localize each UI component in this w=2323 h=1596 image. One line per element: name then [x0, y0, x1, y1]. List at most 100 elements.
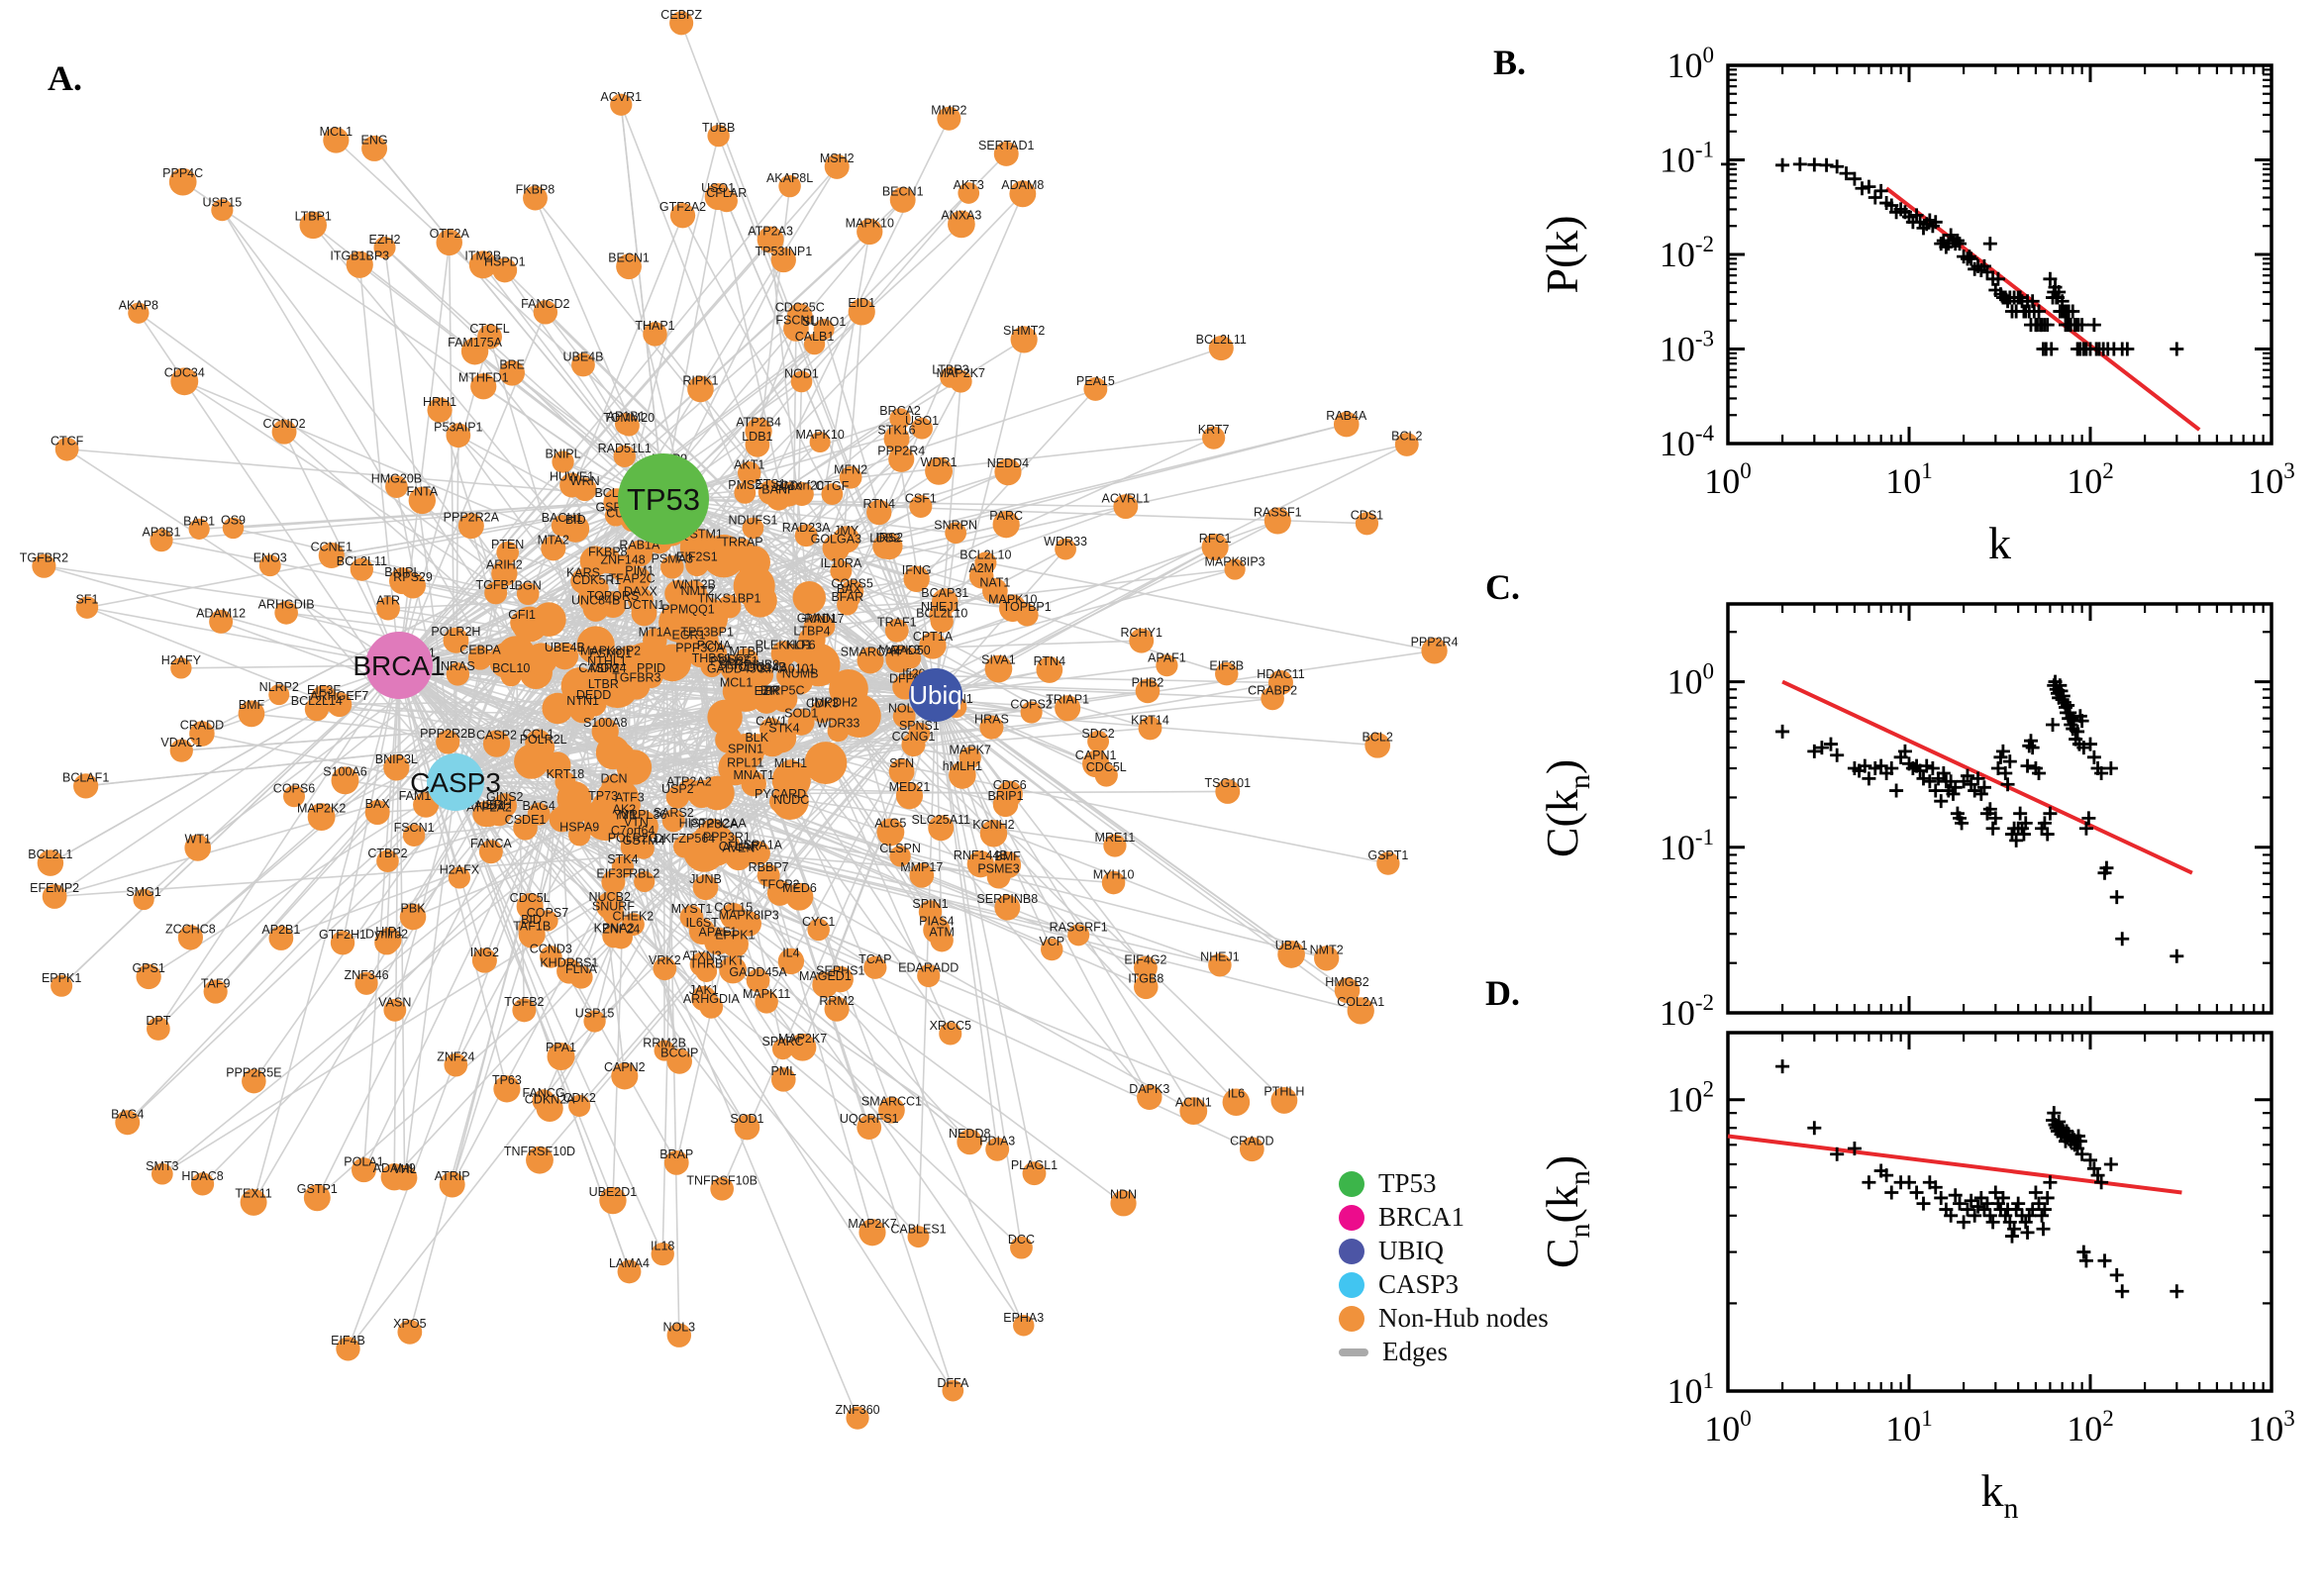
gene-label: CDK3 — [806, 696, 839, 710]
gene-label: CRADD — [180, 719, 224, 733]
tp53-hub-swatch-icon — [1339, 1170, 1364, 1197]
gene-label: MAPK11 — [743, 987, 790, 1001]
gene-label: NMT2 — [681, 584, 715, 598]
gene-label: TP53INP1 — [756, 245, 813, 258]
gene-label: LAMA4 — [609, 1256, 650, 1270]
axis-label: Cn​(kn​) — [1537, 1155, 1596, 1268]
gene-label: BCAP31 — [921, 586, 968, 600]
gene-label: NOL3 — [662, 1320, 695, 1334]
gene-label: MDM4 — [590, 661, 627, 675]
gene-label: XPO5 — [393, 1317, 426, 1331]
gene-label: SIVA1 — [981, 653, 1016, 667]
gene-label: HSPD1 — [484, 255, 526, 269]
gene-label: COPS6 — [273, 781, 315, 795]
gene-label: CCND2 — [263, 417, 306, 431]
plot-B: 100 101 102 103 100 10-1 10-2 10-3 10-4 k P(k) — [1537, 43, 2295, 568]
gene-label: MTBP — [730, 645, 764, 658]
gene-label: IMPDH2 — [811, 695, 858, 709]
gene-label: RAD17 — [804, 612, 844, 626]
gene-label: MFN2 — [834, 462, 867, 476]
gene-label: BAP1 — [183, 515, 215, 529]
gene-label: ARIH2 — [486, 558, 523, 572]
gene-label: COL2A1 — [1337, 995, 1384, 1009]
tick-label: 10-1 — [1660, 138, 1714, 180]
gene-label: MMP17 — [900, 860, 943, 874]
gene-label: BMF — [994, 849, 1021, 863]
gene-label: RRM2 — [819, 994, 854, 1008]
gene-label: MNAT1 — [733, 768, 773, 782]
gene-label: HMG20B — [371, 472, 422, 486]
gene-label: FANCD2 — [521, 297, 569, 311]
gene-label: MAP2K7 — [778, 1032, 827, 1046]
gene-label: BFAR — [831, 590, 863, 604]
gene-label: DEDD — [576, 688, 611, 702]
gene-label: LTBP3 — [932, 362, 968, 376]
gene-label: BID — [521, 913, 542, 927]
gene-label: APAF1 — [699, 926, 738, 940]
gene-label: P53AIP1 — [434, 420, 482, 434]
gene-label: CTCFL — [469, 322, 509, 336]
gene-label: GPS1 — [132, 961, 164, 975]
gene-label: DKFZP564 — [654, 832, 715, 846]
gene-label: TFCP2 — [760, 878, 800, 892]
gene-label: EIF3F — [307, 683, 341, 697]
tick-label: 10-2 — [1660, 232, 1714, 274]
gene-label: CCL15 — [714, 901, 753, 915]
gene-label: BRCA2 — [879, 404, 921, 418]
gene-label: EPPK1 — [42, 971, 81, 985]
gene-label: PPP4C — [162, 166, 203, 180]
gene-label: TRAF1 — [877, 616, 917, 630]
gene-label: MCL1 — [320, 125, 353, 139]
network-legend: TP53 BRCA1 UBIQ CASP3 Non-Hub nodes Edge… — [1339, 1170, 1549, 1365]
tick-label: 10-1 — [1660, 825, 1714, 867]
gene-label: VASN — [378, 995, 411, 1009]
gene-label: GADD45A — [729, 965, 787, 979]
gene-label: USP15 — [203, 195, 243, 209]
gene-label: CPT1A — [913, 630, 954, 644]
gene-label: HMGB2 — [1325, 975, 1369, 989]
gene-label: ZNF360 — [835, 1403, 879, 1417]
gene-label: TP73 — [588, 789, 618, 803]
casp3-hub-swatch-icon — [1339, 1271, 1364, 1298]
legend-item-tp53: TP53 — [1339, 1170, 1549, 1197]
gene-label: UBE2D1 — [589, 1185, 638, 1199]
gene-label: SERTAD1 — [978, 139, 1035, 152]
gene-label: BCCIP — [660, 1047, 698, 1060]
gene-label: ADAM8 — [1001, 178, 1044, 192]
gene-label: TP53BP1 — [680, 626, 734, 640]
gene-label: PPP5C — [764, 683, 805, 697]
gene-label: CAPN1 — [1075, 748, 1117, 762]
gene-label: TRIAP1 — [1046, 693, 1089, 707]
gene-label: PPP2R5E — [226, 1066, 281, 1080]
gene-label: LTBP1 — [295, 210, 332, 224]
gene-label: ACVR1 — [600, 90, 642, 104]
gene-label: FNTA — [406, 485, 438, 499]
gene-label: HDAC11 — [1257, 667, 1304, 681]
gene-label: POLR2H — [431, 625, 480, 639]
gene-label: HIP1 — [375, 925, 403, 939]
gene-label: EPPK1 — [715, 929, 755, 943]
plot-C: 100 10-1 10-2 C(kn​) — [1537, 602, 2273, 1033]
gene-label: PPP2R4 — [877, 444, 925, 457]
gene-label: MAGED1 — [799, 969, 852, 983]
gene-label: TEX11 — [235, 1187, 271, 1201]
gene-label: MAPK8IP3 — [1205, 554, 1265, 568]
gene-label: LDB2 — [869, 532, 900, 546]
gene-label: USP2 — [661, 782, 694, 796]
gene-label: PYCARD — [755, 787, 806, 801]
gene-label: GSTM4 — [623, 834, 665, 848]
gene-label: ZNF24 — [437, 1050, 474, 1064]
gene-label: PIM1 — [625, 563, 654, 577]
gene-label: BCLAF1 — [62, 770, 109, 784]
fit-line — [1781, 679, 2193, 875]
gene-label: MSH2 — [820, 151, 855, 165]
gene-label: NLRP2 — [259, 680, 299, 694]
gene-label: THBS1 — [692, 651, 732, 665]
gene-label: PEA15 — [1076, 374, 1115, 388]
gene-label: BCL2L14 — [291, 694, 343, 708]
gene-label: KIAA0101 — [759, 661, 815, 675]
gene-label: CTGF — [815, 479, 849, 493]
gene-label: SPIN1 — [912, 897, 948, 911]
gene-label: TRRAP — [721, 536, 762, 549]
gene-label: RASSF1 — [1254, 505, 1302, 519]
